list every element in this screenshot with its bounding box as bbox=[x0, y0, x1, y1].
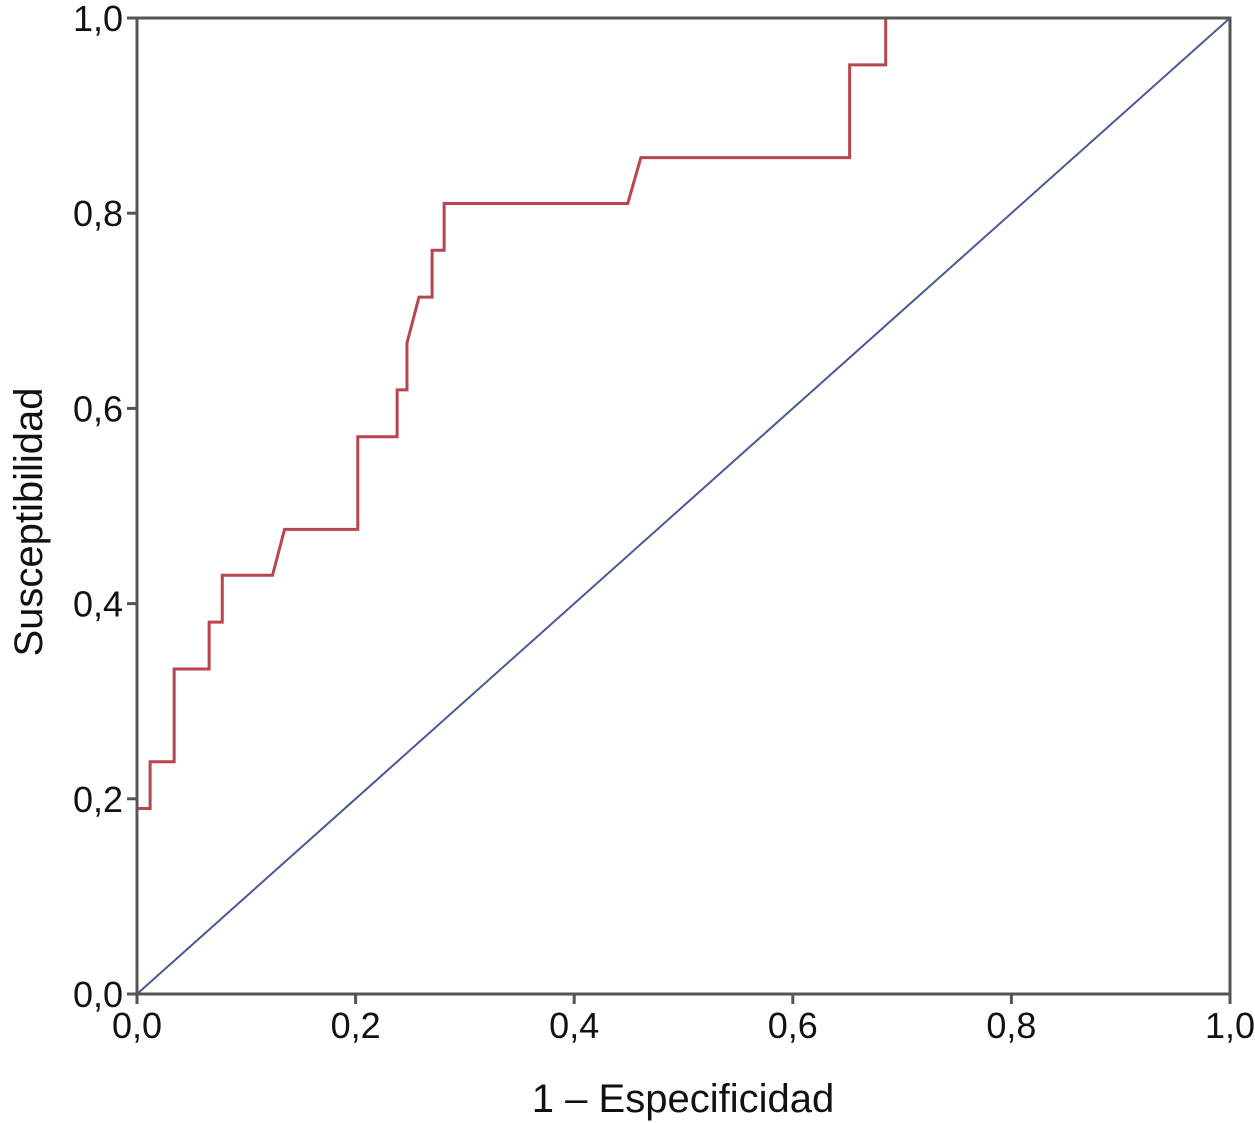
x-tick-label: 1,0 bbox=[1205, 1005, 1255, 1046]
roc-curve-line bbox=[135, 16, 1230, 994]
reference-diagonal-line bbox=[136, 17, 1231, 995]
x-tick-label: 0,6 bbox=[768, 1005, 818, 1046]
y-tick-label: 0,6 bbox=[73, 388, 123, 429]
axis-ticks bbox=[127, 16, 1232, 1004]
series-layer bbox=[135, 16, 1231, 995]
x-tick-label: 0,2 bbox=[331, 1005, 381, 1046]
plot-area-frame bbox=[135, 16, 1232, 996]
y-tick-label: 0,2 bbox=[73, 779, 123, 820]
y-axis-title: Susceptibilidad bbox=[7, 387, 51, 656]
x-axis-title: 1 – Especificidad bbox=[532, 1077, 834, 1121]
x-tick-label: 0,8 bbox=[986, 1005, 1036, 1046]
y-tick-label: 0,8 bbox=[73, 193, 123, 234]
x-tick-label: 0,4 bbox=[549, 1005, 599, 1046]
tick-labels: 0,0 0,2 0,4 0,6 0,8 1,0 0,0 0,2 0,4 0,6 0,8 1,0 bbox=[73, 0, 1255, 1046]
x-tick-label: 0,0 bbox=[112, 1005, 162, 1046]
y-tick-label: 1,0 bbox=[73, 0, 123, 39]
y-tick-label: 0,4 bbox=[73, 584, 123, 625]
y-tick-label: 0,0 bbox=[73, 974, 123, 1015]
